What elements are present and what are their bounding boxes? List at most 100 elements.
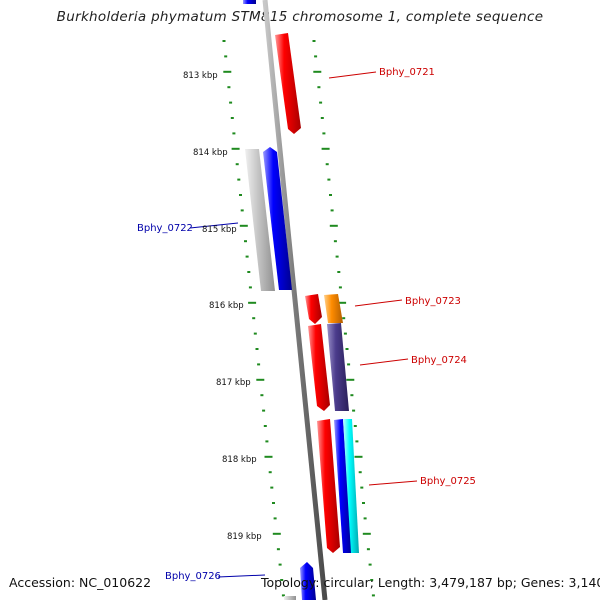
gene-arrow-grey-bottom[interactable] [284, 596, 296, 600]
gene-label-bphy-0722[interactable]: Bphy_0722 [137, 223, 193, 234]
gene-label-bphy-0723[interactable]: Bphy_0723 [405, 296, 461, 307]
tick-dot [360, 486, 364, 489]
tick-mark-major [354, 455, 363, 458]
tick-dot [330, 209, 334, 212]
tick-dot [343, 332, 347, 335]
tick-dot [358, 471, 362, 474]
tick-dot [257, 363, 261, 366]
tick-dot [278, 563, 282, 566]
tick-dot [355, 440, 359, 443]
tick-dot [268, 471, 272, 474]
gene-label-bphy-0721[interactable]: Bphy_0721 [379, 67, 435, 78]
tick-mark-major [329, 224, 338, 227]
tick-dot [276, 548, 280, 551]
tick-dot [280, 579, 284, 581]
gene-arrow-bphy-0725-cyan[interactable] [343, 419, 359, 553]
tick-dot [229, 101, 233, 104]
gene-arrow-bphy-0726[interactable] [300, 562, 316, 600]
tick-mark-major [321, 147, 330, 150]
tick-dot [255, 348, 259, 350]
sequence-summary: Topology: circular; Length: 3,479,187 bp… [261, 575, 600, 590]
tick-mark-major [248, 301, 257, 304]
tick-dot [272, 502, 275, 504]
gene-arrow-bphy-0725-red[interactable] [317, 419, 340, 553]
tick-dot [248, 286, 252, 289]
tick-dot [363, 517, 367, 520]
ruler-tick-label: 813 kbp [183, 71, 218, 81]
genome-backbone [262, 0, 328, 600]
tick-dot [322, 132, 326, 135]
tick-dot [325, 163, 329, 166]
tick-dot [353, 425, 357, 427]
tick-dot [260, 394, 264, 397]
ruler-tick-label: 817 kbp [216, 378, 251, 388]
tick-dot [273, 517, 277, 520]
tick-dot [222, 40, 226, 42]
gene-arrow-bphy-0721[interactable] [275, 33, 301, 134]
tick-dot [320, 117, 324, 119]
tick-dot [352, 409, 356, 412]
gene-label-bphy-0726[interactable]: Bphy_0726 [165, 571, 221, 582]
tick-mark-major [313, 70, 322, 73]
tick-dot [335, 255, 339, 258]
tick-dot [337, 271, 341, 273]
gene-arrow-bphy-0720-partial[interactable] [243, 0, 256, 4]
gene-arrow-bphy-0723[interactable] [324, 294, 343, 323]
tick-dot [370, 579, 374, 581]
tick-dot [329, 194, 332, 196]
gene-arrow-bphy-0724-red[interactable] [308, 324, 330, 411]
tick-dot [366, 548, 370, 551]
tick-mark-major [231, 147, 240, 150]
accession-text: Accession: NC_010622 [9, 575, 152, 590]
tick-dot [237, 178, 241, 181]
tick-dot [252, 317, 256, 320]
tick-dot [224, 55, 228, 58]
tick-dot [265, 440, 269, 443]
gene-arrow-bphy-0722[interactable] [263, 147, 292, 290]
tick-mark-major [239, 224, 248, 227]
label-leaders [189, 71, 418, 578]
tick-mark-major [272, 532, 281, 535]
tick-dot [333, 240, 337, 243]
tick-dot [240, 209, 244, 212]
tick-dot [350, 394, 354, 397]
tick-dot [342, 317, 346, 320]
tick-dot [362, 502, 365, 504]
tick-dot [232, 132, 236, 135]
gene-arrow-bphy-0723-red[interactable] [305, 294, 322, 324]
tick-dot [262, 409, 266, 412]
tick-dot [263, 425, 267, 427]
ruler-labels: 813 kbp 814 kbp 815 kbp 816 kbp 817 kbp … [183, 71, 262, 542]
tick-mark-major [256, 378, 265, 381]
gene-label-bphy-0724[interactable]: Bphy_0724 [411, 355, 467, 366]
gene-arrow-bphy-0724[interactable] [327, 323, 349, 411]
tick-dot [312, 40, 316, 42]
map-title: Burkholderia phymatum STM815 chromosome … [56, 9, 544, 25]
tick-mark-major [223, 70, 232, 73]
tick-dot [227, 86, 231, 89]
tick-dot [245, 255, 249, 258]
tick-dot [317, 86, 321, 89]
tick-dot [253, 332, 257, 335]
tick-dot-tracks [222, 40, 375, 597]
tick-mark-major [362, 532, 371, 535]
tick-dot [239, 194, 242, 196]
tick-dot [327, 178, 331, 181]
ruler-tick-label: 816 kbp [209, 301, 244, 311]
gene-arrow-bphy-0725-blue[interactable] [334, 419, 352, 553]
tick-dot [281, 594, 285, 597]
ruler-tick-label: 815 kbp [202, 225, 237, 235]
tick-dot [368, 563, 372, 566]
tick-mark-major [346, 378, 355, 381]
tick-dot [338, 286, 342, 289]
gene-label-bphy-0725[interactable]: Bphy_0725 [420, 476, 476, 487]
tick-dot [345, 348, 349, 350]
gene-arrow-pseudogene[interactable] [245, 149, 275, 291]
ruler-tick-label: 818 kbp [222, 455, 257, 465]
tick-dot [244, 240, 247, 243]
tick-dot [247, 271, 251, 273]
tick-mark-major [264, 455, 273, 458]
gene-labels: Bphy_0721 Bphy_0722 Bphy_0723 Bphy_0724 … [137, 67, 476, 582]
tick-dot [230, 117, 234, 119]
